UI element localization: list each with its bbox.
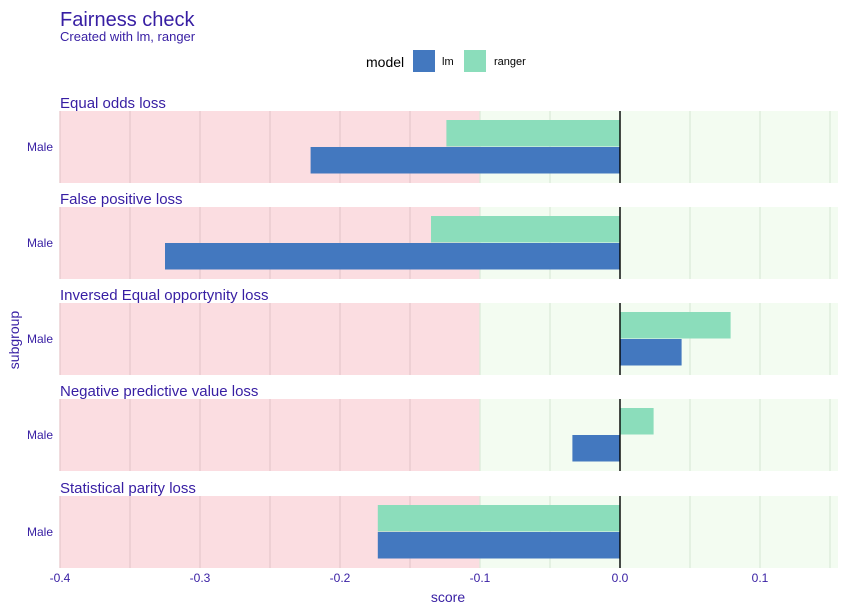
panel-title: False positive loss	[60, 191, 183, 208]
panel-title: Negative predictive value loss	[60, 383, 258, 400]
bar-lm	[165, 243, 620, 270]
bar-lm	[572, 435, 620, 462]
panel: Equal odds loss Male	[27, 95, 838, 183]
bar-ranger	[377, 505, 620, 532]
x-axis-title: score	[431, 589, 465, 605]
panel-title: Inversed Equal opportynity loss	[60, 287, 268, 304]
panel: Negative predictive value loss Male	[27, 383, 838, 471]
bar-ranger	[620, 408, 654, 435]
y-tick-label: Male	[27, 428, 53, 442]
panel: Inversed Equal opportynity loss Male	[27, 287, 838, 375]
legend-title: model	[366, 54, 404, 70]
chart-subtitle: Created with lm, ranger	[60, 29, 196, 44]
panel-title: Statistical parity loss	[60, 480, 196, 497]
bar-lm	[310, 147, 620, 174]
x-tick-label: 0.1	[752, 571, 769, 585]
legend-label-ranger: ranger	[494, 56, 526, 68]
y-tick-label: Male	[27, 236, 53, 250]
panel: Statistical parity loss Male	[27, 480, 838, 568]
panels: Equal odds loss Male False positive loss Ma…	[27, 95, 838, 568]
x-tick-label: -0.1	[470, 571, 491, 585]
x-axis: -0.4 -0.3 -0.2 -0.1 0.0 0.1	[50, 571, 769, 585]
legend-swatch-ranger	[464, 50, 486, 72]
panel: False positive loss Male	[27, 191, 838, 279]
y-axis-title: subgroup	[6, 311, 22, 370]
bar-ranger	[446, 120, 620, 147]
legend: model lm ranger	[366, 50, 526, 72]
x-tick-label: 0.0	[612, 571, 629, 585]
legend-swatch-lm	[413, 50, 435, 72]
bar-lm	[620, 339, 682, 366]
x-tick-label: -0.3	[190, 571, 211, 585]
bar-ranger	[620, 312, 731, 339]
x-tick-label: -0.4	[50, 571, 71, 585]
y-tick-label: Male	[27, 332, 53, 346]
fair-zone	[480, 399, 838, 471]
bar-lm	[377, 532, 620, 559]
chart-title: Fairness check	[60, 9, 195, 31]
bar-ranger	[431, 216, 620, 243]
y-tick-label: Male	[27, 140, 53, 154]
legend-label-lm: lm	[442, 56, 454, 68]
panel-title: Equal odds loss	[60, 95, 166, 112]
y-tick-label: Male	[27, 525, 53, 539]
x-tick-label: -0.2	[330, 571, 351, 585]
